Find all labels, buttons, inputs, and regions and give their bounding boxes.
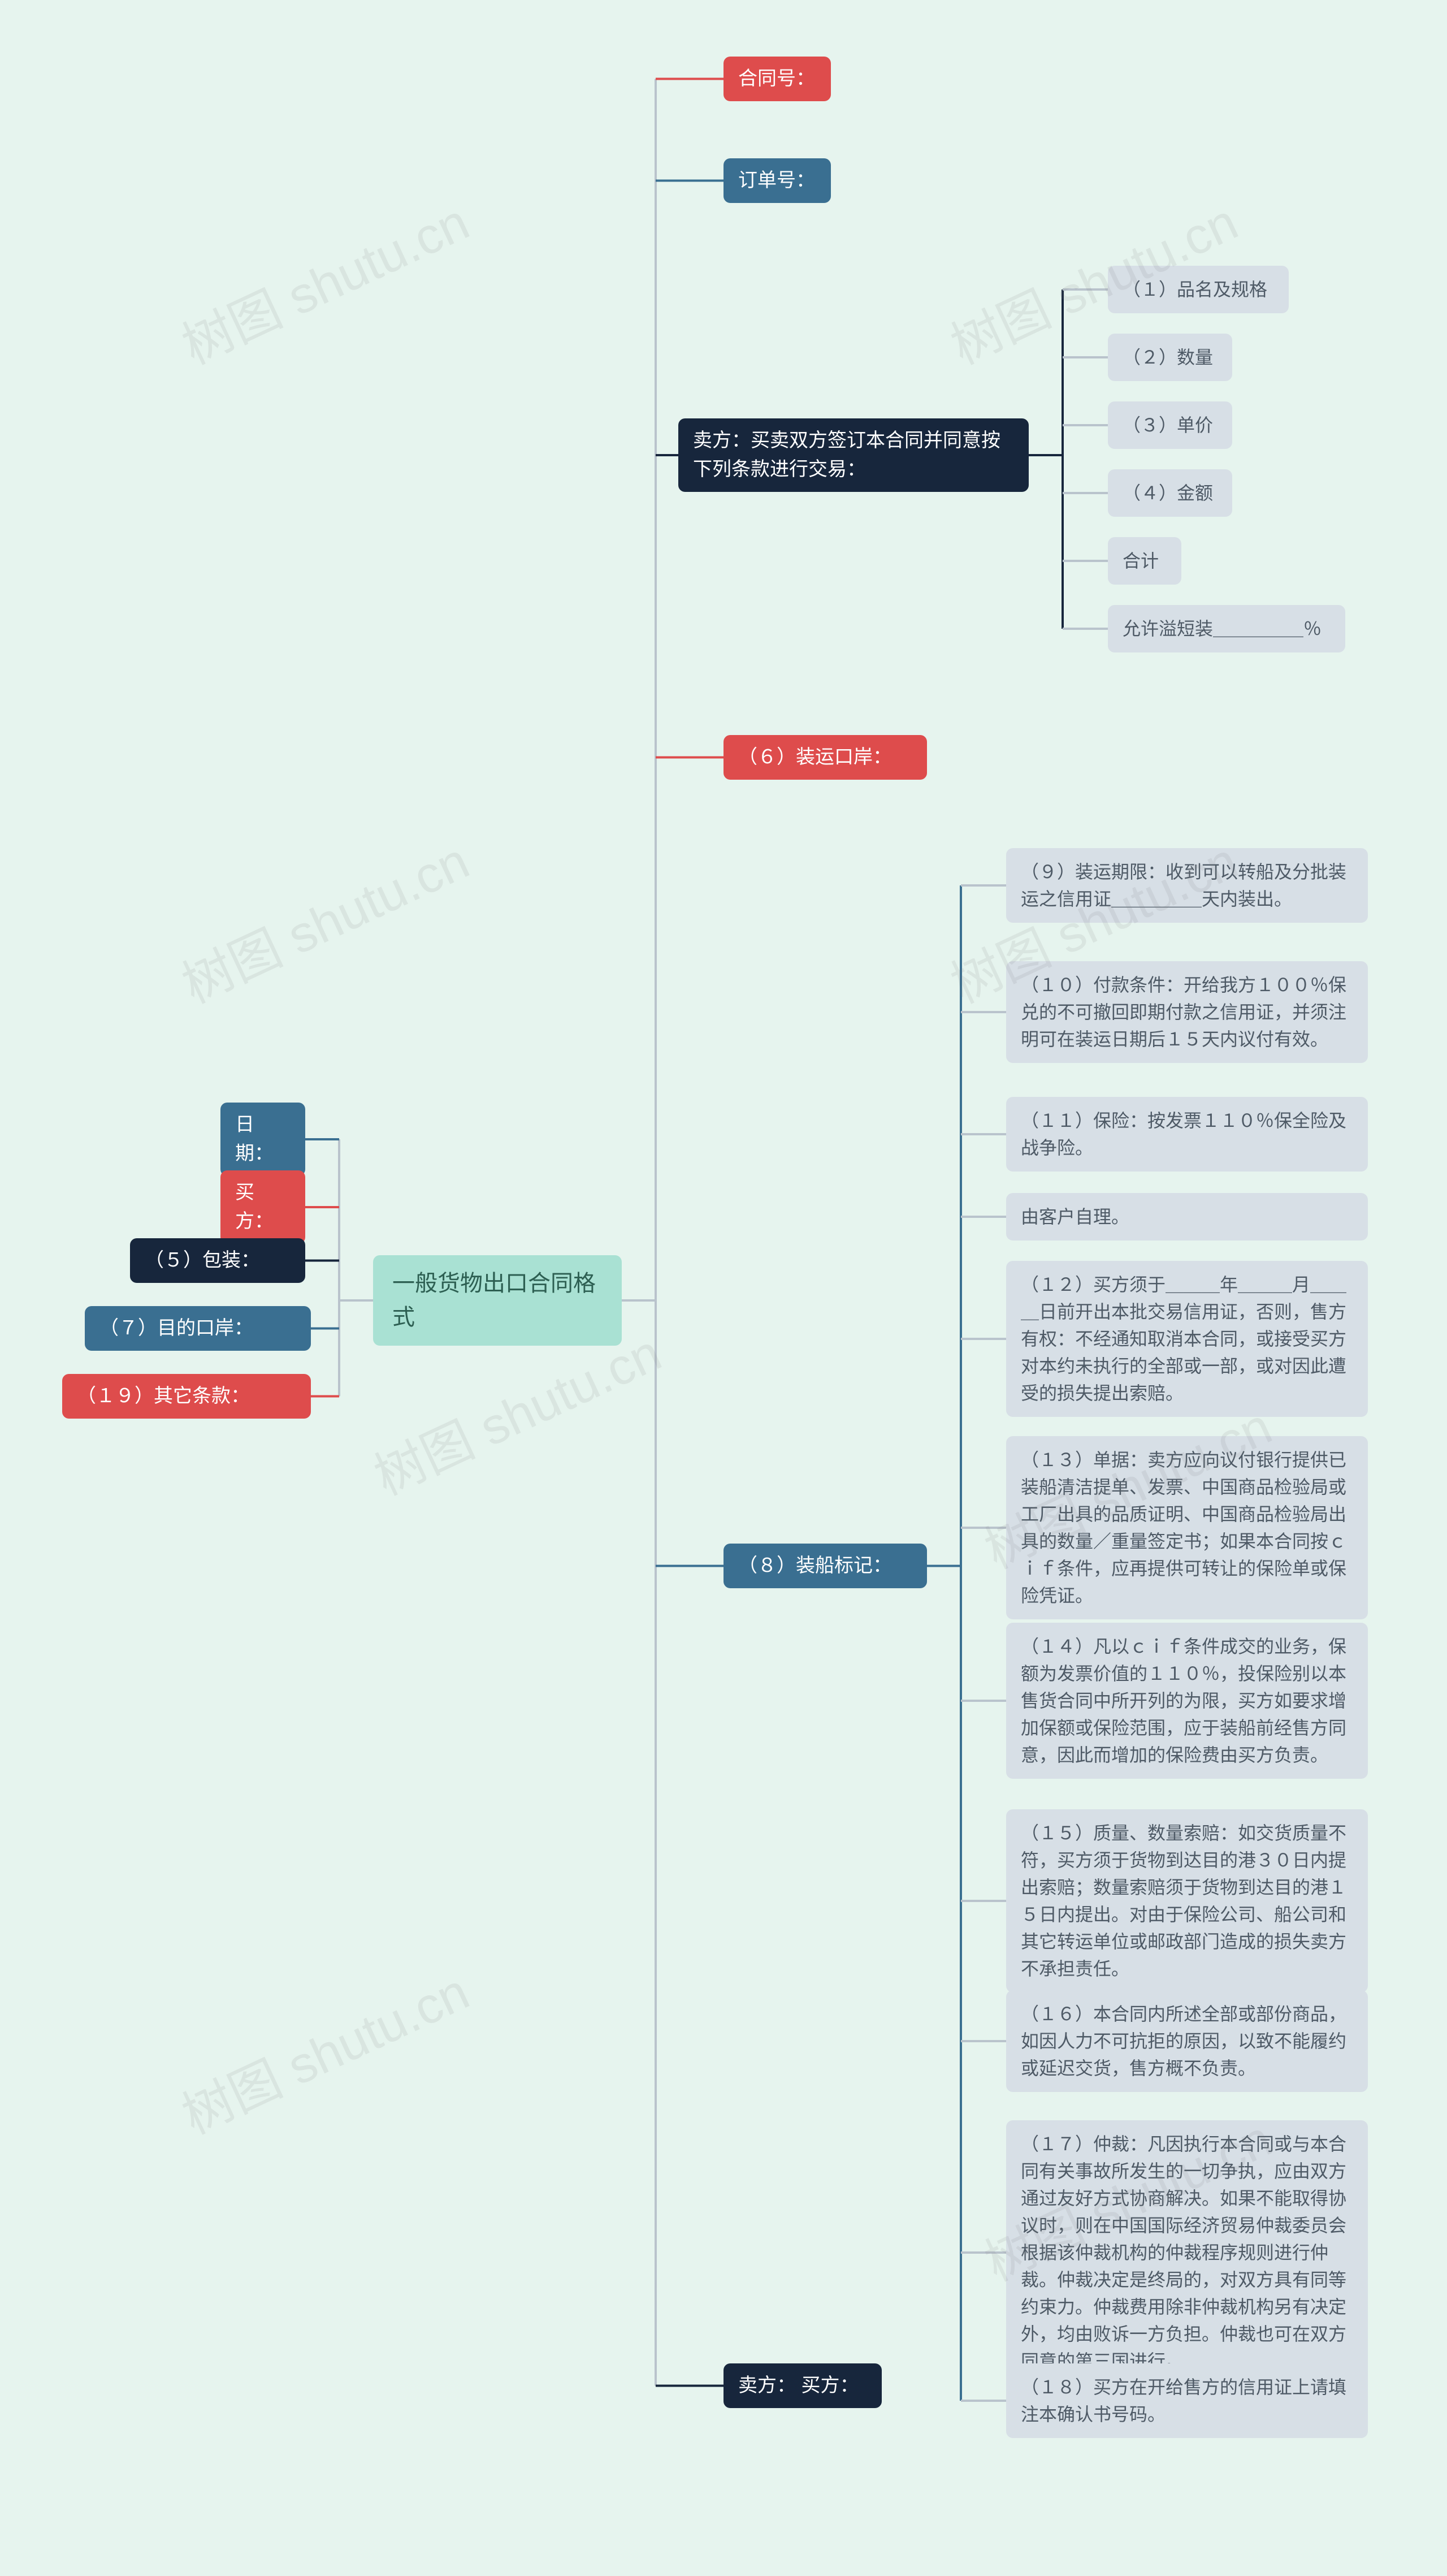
node-r-mark: （８）装船标记： [724, 1544, 927, 1588]
watermark: 树图 shutu.cn [168, 820, 479, 1017]
node-m5: （１２）买方须于＿＿＿年＿＿＿月＿＿＿日前开出本批交易信用证，否则，售方有权：不… [1006, 1261, 1368, 1417]
watermark: 树图 shutu.cn [168, 1951, 479, 2148]
node-r-ss: 卖方： 买方： [724, 2363, 882, 2408]
node-m8: （１５）质量、数量索赔：如交货质量不符，买方须于货物到达目的港３０日内提出索赔；… [1006, 1809, 1368, 1992]
node-l-dest: （７）目的口岸： [85, 1306, 311, 1351]
node-l-buyer: 买方： [220, 1170, 305, 1244]
node-sc3: （３）单价 [1108, 401, 1232, 449]
node-m7: （１４）凡以ｃｉｆ条件成交的业务，保额为发票价值的１１０％，投保险别以本售货合同… [1006, 1623, 1368, 1779]
node-l-date: 日期： [220, 1103, 305, 1176]
node-sc5: 合计 [1108, 537, 1181, 585]
node-sc2: （２）数量 [1108, 334, 1232, 381]
node-m9: （１６）本合同内所述全部或部份商品，如因人力不可抗拒的原因，以致不能履约或延迟交… [1006, 1990, 1368, 2092]
node-r-load: （６）装运口岸： [724, 735, 927, 780]
node-m6: （１３）单据：卖方应向议付银行提供已装船清洁提单、发票、中国商品检验局或工厂出具… [1006, 1436, 1368, 1619]
node-m11: （１８）买方在开给售方的信用证上请填注本确认书号码。 [1006, 2363, 1368, 2438]
node-m2: （１０）付款条件：开给我方１００％保兑的不可撤回即期付款之信用证，并须注明可在装… [1006, 961, 1368, 1063]
node-r-order: 订单号： [724, 158, 831, 203]
node-m4: 由客户自理。 [1006, 1193, 1368, 1241]
root-node: 一般货物出口合同格式 [373, 1255, 622, 1346]
node-sc4: （４）金额 [1108, 469, 1232, 517]
node-r-seller: 卖方：买卖双方签订本合同并同意按下列条款进行交易： [678, 418, 1029, 492]
node-sc1: （１）品名及规格 [1108, 266, 1289, 313]
node-m10: （１７）仲裁：凡因执行本合同或与本合同有关事故所发生的一切争执，应由双方通过友好… [1006, 2120, 1368, 2385]
node-m3: （１１）保险：按发票１１０％保全险及战争险。 [1006, 1097, 1368, 1172]
node-sc6: 允许溢短装＿＿＿＿＿％ [1108, 605, 1345, 652]
watermark: 树图 shutu.cn [168, 181, 479, 378]
node-r-contract: 合同号： [724, 57, 831, 101]
node-l-other: （１９）其它条款： [62, 1374, 311, 1419]
node-m1: （９）装运期限：收到可以转船及分批装运之信用证＿＿＿＿＿天内装出。 [1006, 848, 1368, 923]
node-l-pack: （５）包装： [130, 1238, 305, 1283]
